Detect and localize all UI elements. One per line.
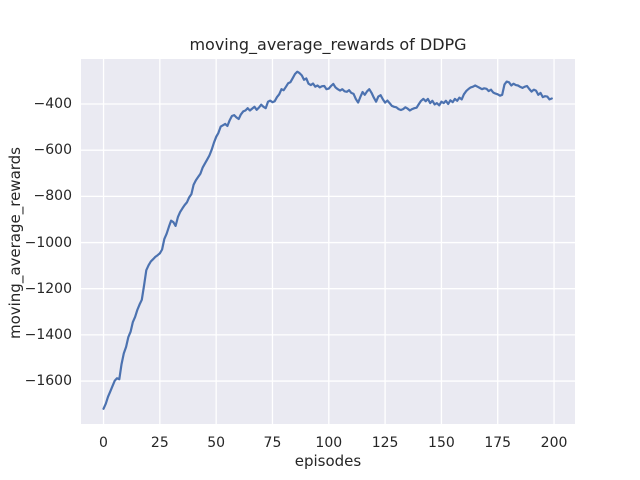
y-tick-label: −800 (33, 188, 72, 205)
y-tick-label: −1200 (24, 280, 72, 297)
x-tick-label: 200 (540, 435, 568, 451)
x-tick-label: 175 (484, 435, 512, 451)
y-tick-label: −1400 (24, 326, 72, 343)
y-tick-label: −400 (33, 96, 72, 113)
y-tick-label: −1600 (24, 373, 72, 390)
x-tick-label: 50 (207, 435, 226, 451)
chart-title: moving_average_rewards of DDPG (189, 35, 467, 54)
x-tick-label: 125 (371, 435, 399, 451)
x-tick-label: 100 (315, 435, 343, 451)
y-tick-label: −1000 (24, 234, 72, 251)
y-tick-label: −600 (33, 142, 72, 159)
x-tick-label: 150 (428, 435, 455, 451)
plot-area (81, 59, 575, 424)
x-tick-label: 75 (263, 435, 282, 451)
x-axis-label: episodes (294, 452, 362, 470)
x-tick-label: 25 (150, 435, 169, 451)
reward-line (102, 70, 553, 410)
x-tick-label: 0 (99, 435, 108, 451)
